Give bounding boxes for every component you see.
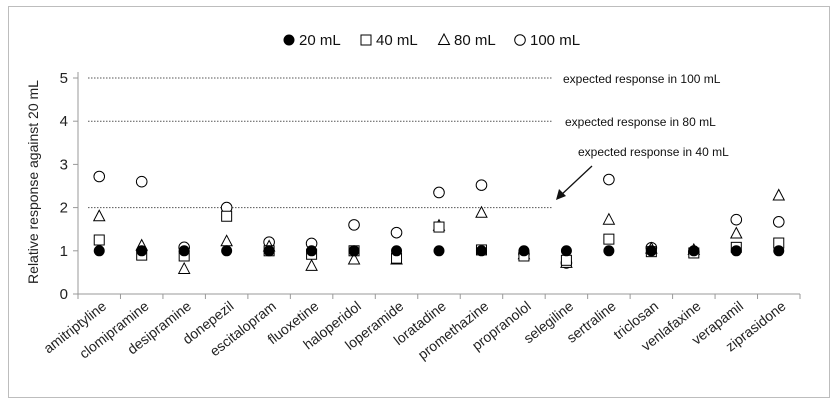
y-tick-label: 1 [60,243,68,260]
point-20-ml [263,245,275,257]
legend: 20 mL 40 mL 80 mL 100 mL [283,32,580,49]
point-80-ml [220,234,233,247]
point-100-ml [772,216,785,228]
point-80-ml [347,252,361,265]
point-100-ml [348,219,360,231]
point-20-ml [391,245,403,257]
point-40-ml [560,254,572,266]
point-100-ml [730,213,743,226]
point-20-ml [136,245,148,257]
point-80-ml [729,226,743,239]
legend-marker-80-ml [437,32,451,45]
legend-label-20-ml: 20 mL [299,32,341,49]
legend-label-80-ml: 80 mL [454,32,496,49]
point-20-ml [730,245,742,257]
point-80-ml [772,188,786,201]
point-100-ml [603,173,615,186]
point-100-ml [135,175,148,188]
annotation-arrowhead [556,189,566,200]
point-20-ml [93,245,105,257]
y-tick-label: 5 [60,70,68,87]
point-20-ml [603,245,615,257]
x-axis: amitriptylineclomipraminedesipraminedone… [40,293,801,363]
point-100-ml [433,186,445,199]
point-20-ml [178,245,190,257]
reference-line-label: expected response in 100 mL [563,72,721,86]
point-100-ml [390,226,403,239]
y-tick-label: 0 [60,286,68,303]
point-80-ml [305,258,318,271]
annotation-arrow [559,165,593,197]
point-20-ml [773,245,785,257]
data-points [92,170,786,274]
point-20-ml [645,245,657,257]
point-40-ml [93,234,105,246]
point-20-ml [221,245,233,257]
reference-line-label: expected response in 40 mL [578,145,729,159]
chart-frame [8,6,830,398]
point-40-ml [603,233,615,245]
point-20-ml [306,245,318,257]
legend-marker-20-ml [283,34,295,46]
point-80-ml [602,212,616,225]
point-20-ml [475,245,487,257]
reference-line-label: expected response in 80 mL [565,115,716,129]
y-tick-label: 3 [60,156,68,173]
point-80-ml [177,261,191,274]
legend-marker-40-ml [360,34,372,46]
point-100-ml [93,170,106,183]
point-20-ml [518,245,530,257]
reference-lines: expected response in 100 mL expected resp… [88,72,729,209]
point-20-ml [688,245,700,257]
point-40-ml [433,221,445,233]
legend-marker-100-ml [514,34,526,46]
y-tick-label: 2 [60,200,68,217]
y-tick-label: 4 [60,113,68,130]
point-20-ml [348,245,360,257]
point-100-ml [475,179,488,191]
point-20-ml [560,245,572,257]
point-80-ml [475,205,488,218]
y-axis-title: Relative response against 20 mL [25,80,41,284]
y-axis: 0 1 2 3 4 5 [60,70,79,303]
point-80-ml [92,209,106,222]
legend-label-100-ml: 100 mL [530,32,580,49]
point-40-ml [221,210,233,222]
legend-label-40-ml: 40 mL [376,32,418,49]
point-20-ml [433,245,445,257]
